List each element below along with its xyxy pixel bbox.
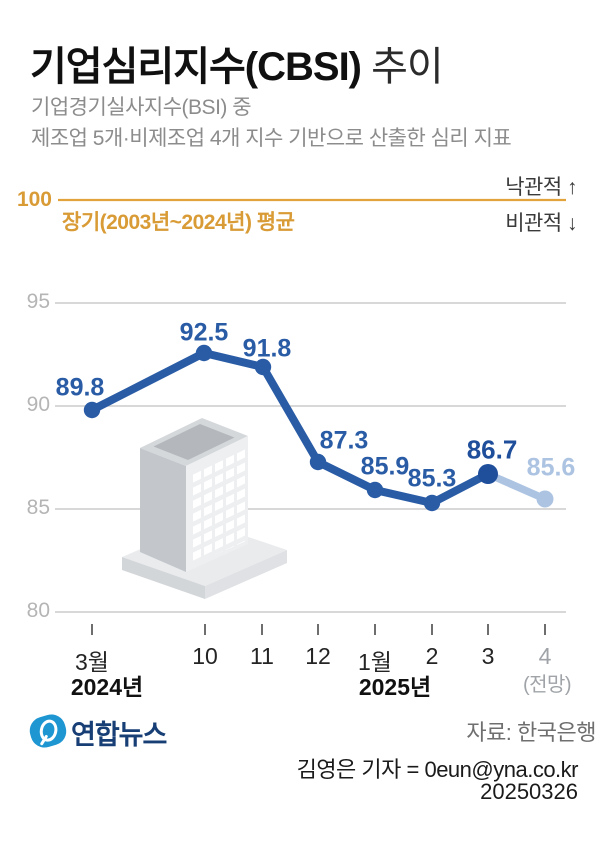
page-title: 기업심리지수(CBSI) 추이 <box>30 34 444 92</box>
pessimistic-label: 비관적 ↓ <box>505 212 577 235</box>
y-tick-90: 90 <box>26 393 50 416</box>
building-illustration-icon <box>122 418 287 599</box>
data-point-markers <box>83 344 554 512</box>
subtitle: 기업경기실사지수(BSI) 중 제조업 5개·비제조업 4개 지수 기반으로 산… <box>31 92 512 154</box>
point-label-85-9: 85.9 <box>360 452 410 481</box>
publish-date: 20250326 <box>480 779 578 804</box>
point-label-87-3: 87.3 <box>319 426 369 455</box>
x-label-12: 12 <box>305 643 331 669</box>
year-label-2024: 2024년 <box>70 674 144 700</box>
forecast-note: (전망) <box>522 674 572 696</box>
y-tick-80: 80 <box>26 599 50 622</box>
marker-forecast <box>536 490 554 508</box>
title-main: 기업심리지수(CBSI) <box>30 45 362 89</box>
reporter-byline: 김영은 기자 = 0eun@yna.co.kr <box>296 757 579 782</box>
x-label-11: 11 <box>250 643 274 669</box>
point-label-89-8: 89.8 <box>55 373 105 402</box>
reference-value-label: 100 <box>16 188 52 211</box>
title-sub: 추이 <box>361 45 444 89</box>
yonhap-logo-text: 연합뉴스 <box>71 720 167 750</box>
chart-line-forecast <box>484 470 549 503</box>
optimistic-label: 낙관적 ↑ <box>505 176 577 199</box>
data-source: 자료: 한국은행 <box>466 720 596 745</box>
yonhap-logo-icon <box>29 714 67 748</box>
y-tick-85: 85 <box>26 496 50 519</box>
point-label-86-7: 86.7 <box>466 434 518 465</box>
subtitle-line-2: 제조업 5개·비제조업 4개 지수 기반으로 산출한 심리 지표 <box>31 127 512 150</box>
x-label-3: 3 <box>481 643 495 669</box>
x-label-10: 10 <box>192 643 218 669</box>
reference-line-label: 장기(2003년~2024년) 평균 <box>62 211 295 234</box>
x-label-4-forecast: 4 <box>538 643 552 669</box>
year-label-2025: 2025년 <box>358 674 432 700</box>
point-label-92-5: 92.5 <box>179 318 229 347</box>
marker-latest <box>478 464 498 484</box>
point-label-91-8: 91.8 <box>242 334 292 363</box>
y-tick-95: 95 <box>26 290 50 313</box>
x-label-jan: 1월 <box>358 649 392 675</box>
point-label-85-6-forecast: 85.6 <box>526 453 576 482</box>
building-windows <box>193 449 245 568</box>
x-label-2: 2 <box>425 643 439 669</box>
point-label-85-3: 85.3 <box>407 464 457 493</box>
x-axis-ticks <box>91 624 546 635</box>
subtitle-line-1: 기업경기실사지수(BSI) 중 <box>31 96 252 119</box>
x-label-mar: 3월 <box>75 649 109 675</box>
